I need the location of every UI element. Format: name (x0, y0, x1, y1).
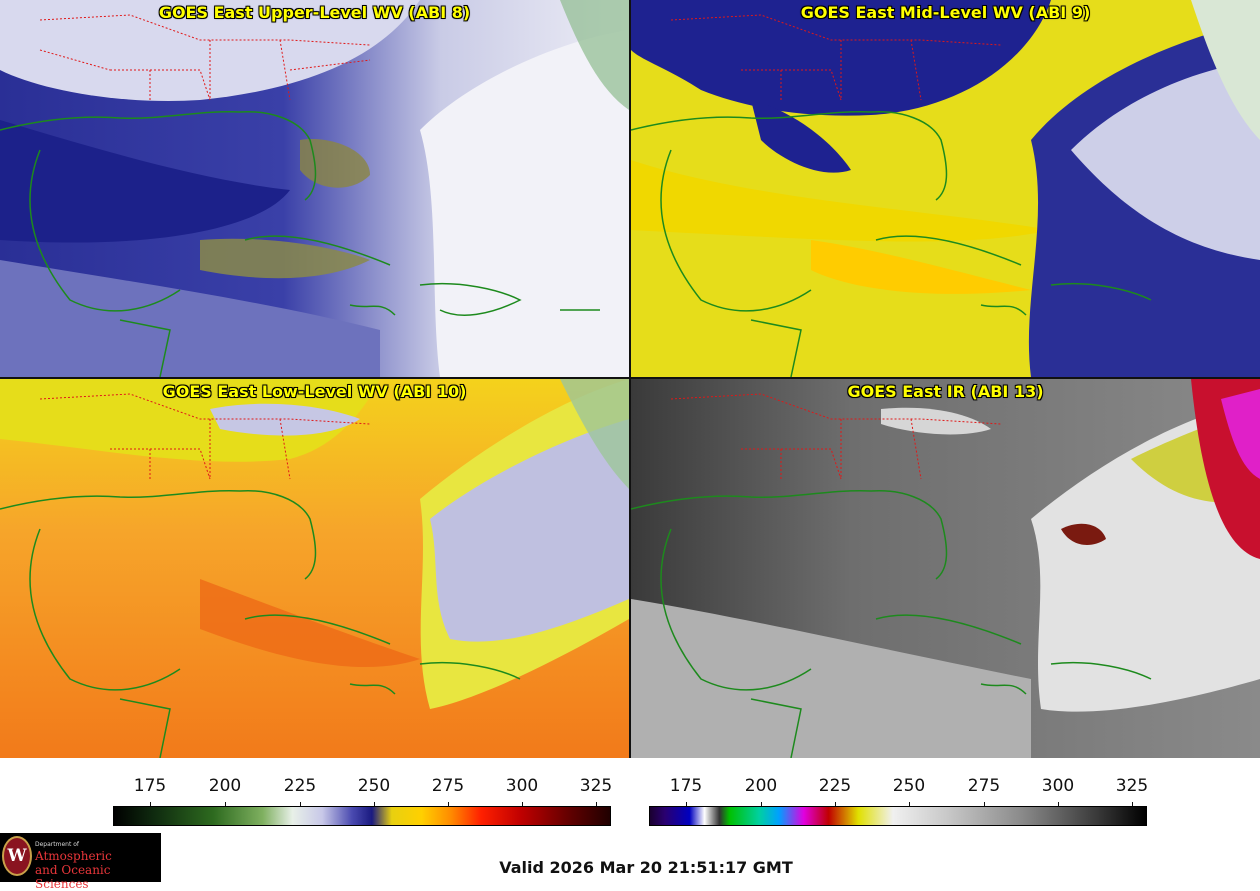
ir-tick-label: 175 (669, 776, 703, 796)
wv-tick-label: 250 (357, 776, 391, 796)
wv-colorbar: 175 200 225 250 275 300 325 (113, 762, 613, 832)
wv-tick-label: 225 (283, 776, 317, 796)
wv-tick-mark (374, 802, 375, 807)
ir-tick-mark (686, 802, 687, 807)
panel-mid-level-wv: GOES East Mid-Level WV (ABI 9) (631, 0, 1260, 377)
ir-tick-mark (761, 802, 762, 807)
wv-color-scale (113, 806, 611, 826)
ir-tick-mark (1132, 802, 1133, 807)
wv-tick-label: 175 (133, 776, 167, 796)
panel-ir: GOES East IR (ABI 13) (631, 379, 1260, 758)
upper-level-wv-image (0, 0, 629, 377)
wv-tick-mark (596, 802, 597, 807)
uw-seal-icon: W (2, 836, 32, 876)
ir-color-scale (649, 806, 1147, 826)
ir-colorbar: 175 200 225 250 275 300 325 (649, 762, 1149, 832)
ir-tick-mark (1058, 802, 1059, 807)
logo-dept-line: Department of (35, 841, 79, 848)
wv-tick-mark (448, 802, 449, 807)
logo-line-1: Atmospheric (35, 849, 112, 863)
wv-colorbar-ticks: 175 200 225 250 275 300 325 (113, 762, 613, 807)
wv-tick-mark (522, 802, 523, 807)
wv-tick-label: 275 (431, 776, 465, 796)
ir-tick-label: 300 (1041, 776, 1075, 796)
ir-image (631, 379, 1260, 758)
wv-tick-mark (150, 802, 151, 807)
wv-tick-label: 200 (208, 776, 242, 796)
mid-level-wv-image (631, 0, 1260, 377)
panel-low-level-wv: GOES East Low-Level WV (ABI 10) (0, 379, 629, 758)
panel-title-ir: GOES East IR (ABI 13) (847, 382, 1044, 401)
panel-title-upper: GOES East Upper-Level WV (ABI 8) (158, 3, 471, 22)
panel-divider-horizontal (0, 377, 1260, 379)
wv-tick-mark (300, 802, 301, 807)
panel-upper-level-wv: GOES East Upper-Level WV (ABI 8) (0, 0, 629, 377)
ir-tick-label: 200 (744, 776, 778, 796)
ir-tick-label: 275 (967, 776, 1001, 796)
imagery-grid: GOES East Upper-Level WV (ABI 8) (0, 0, 1260, 758)
panel-title-low: GOES East Low-Level WV (ABI 10) (162, 382, 467, 401)
ir-tick-mark (835, 802, 836, 807)
panel-title-mid: GOES East Mid-Level WV (ABI 9) (800, 3, 1091, 22)
ir-tick-mark (984, 802, 985, 807)
low-level-wv-image (0, 379, 629, 758)
ir-colorbar-ticks: 175 200 225 250 275 300 325 (649, 762, 1149, 807)
ir-tick-mark (909, 802, 910, 807)
valid-time: Valid 2026 Mar 20 21:51:17 GMT (499, 858, 793, 877)
wv-tick-label: 325 (579, 776, 613, 796)
wv-tick-label: 300 (505, 776, 539, 796)
ir-tick-label: 325 (1115, 776, 1149, 796)
ir-tick-label: 225 (818, 776, 852, 796)
panel-divider-vertical (629, 0, 631, 758)
wv-tick-mark (225, 802, 226, 807)
ir-tick-label: 250 (892, 776, 926, 796)
